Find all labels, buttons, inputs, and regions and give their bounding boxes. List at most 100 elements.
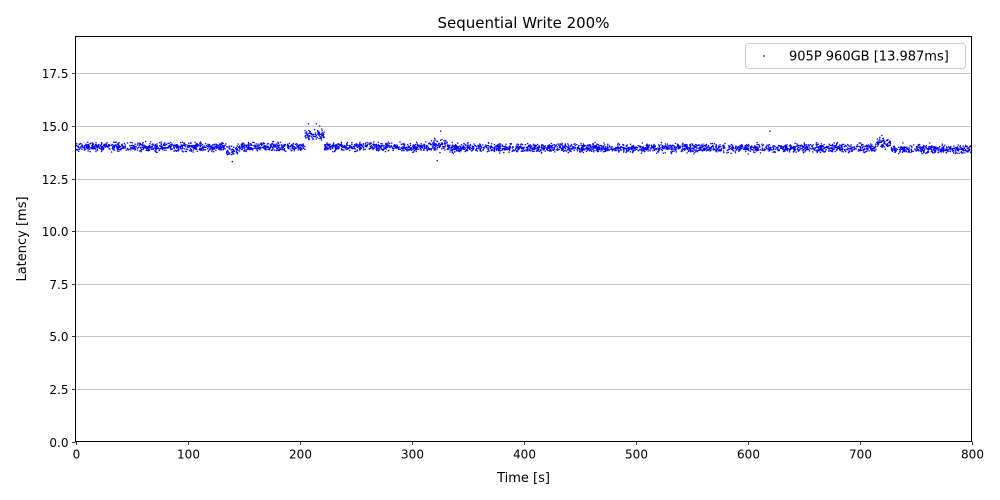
data-point — [695, 146, 697, 148]
data-point — [950, 148, 952, 150]
data-point — [458, 150, 461, 153]
data-point — [422, 145, 425, 147]
data-point — [354, 148, 356, 150]
data-point — [182, 151, 184, 153]
data-point — [567, 144, 570, 147]
data-point — [870, 149, 873, 151]
data-point — [426, 145, 429, 147]
data-point — [556, 149, 559, 151]
data-point — [506, 146, 509, 149]
data-point — [945, 146, 948, 148]
data-point — [409, 144, 412, 147]
data-point — [690, 147, 692, 150]
data-point — [569, 150, 571, 152]
data-point — [496, 144, 499, 146]
data-point — [745, 143, 748, 146]
data-point — [949, 150, 951, 152]
data-point — [87, 143, 90, 146]
data-point — [493, 148, 496, 151]
data-point — [246, 148, 249, 151]
data-point — [352, 145, 355, 148]
data-point — [669, 144, 672, 147]
data-point — [746, 144, 749, 147]
data-point — [694, 151, 696, 154]
data-point — [293, 146, 296, 148]
data-point — [698, 144, 701, 146]
data-point — [855, 145, 858, 148]
data-point — [872, 145, 874, 148]
data-point — [693, 146, 695, 148]
data-point — [699, 147, 701, 150]
data-point — [414, 147, 416, 150]
data-point — [534, 147, 537, 149]
data-point — [540, 151, 543, 154]
data-point — [433, 137, 436, 140]
data-point — [554, 151, 556, 153]
data-point — [456, 147, 459, 149]
data-point — [130, 141, 132, 144]
data-point — [754, 151, 756, 154]
data-point — [136, 144, 139, 146]
data-point — [203, 145, 205, 147]
data-point — [362, 147, 365, 149]
data-point — [94, 148, 97, 150]
data-point — [466, 149, 469, 152]
x-tick-label: 500 — [625, 448, 648, 462]
data-point — [447, 148, 450, 150]
data-point — [876, 145, 879, 147]
data-point — [387, 142, 389, 145]
data-point — [661, 146, 663, 149]
data-point — [479, 149, 481, 152]
data-point — [840, 144, 843, 147]
data-point — [785, 145, 787, 148]
data-point — [582, 148, 585, 151]
data-point — [947, 150, 949, 153]
data-point — [833, 148, 836, 150]
data-point — [179, 146, 181, 149]
data-point — [739, 146, 742, 149]
data-point — [750, 147, 752, 150]
data-point — [899, 151, 901, 153]
data-point — [868, 150, 870, 152]
data-point — [921, 148, 923, 150]
data-point — [326, 146, 328, 149]
data-point — [255, 146, 257, 148]
data-point — [962, 149, 965, 152]
data-point — [239, 146, 241, 148]
data-point — [551, 149, 554, 151]
data-point — [81, 144, 84, 146]
data-point — [393, 144, 395, 147]
data-point — [420, 149, 422, 151]
data-point — [558, 144, 560, 147]
data-point — [445, 142, 447, 145]
data-point — [910, 149, 913, 151]
data-point — [456, 149, 458, 152]
data-point — [592, 143, 594, 146]
data-point — [230, 151, 233, 153]
data-point — [142, 141, 144, 144]
data-point — [932, 146, 935, 148]
data-point — [160, 141, 162, 143]
data-point — [192, 151, 194, 153]
data-point — [252, 141, 254, 144]
data-point — [768, 143, 771, 146]
data-point — [145, 147, 148, 149]
data-point — [933, 152, 935, 154]
data-point — [457, 146, 460, 148]
data-point — [835, 144, 837, 147]
data-point — [96, 144, 98, 147]
data-point — [96, 146, 98, 149]
data-point — [314, 133, 317, 136]
data-point — [767, 146, 770, 148]
data-point — [523, 149, 526, 152]
data-point — [98, 147, 101, 149]
data-point — [238, 145, 241, 147]
data-point — [488, 150, 490, 152]
data-point — [861, 149, 863, 152]
data-point — [709, 148, 711, 150]
data-point — [933, 147, 936, 149]
data-point — [88, 148, 91, 150]
data-point — [499, 149, 502, 152]
data-point — [701, 146, 703, 149]
data-point — [338, 143, 341, 146]
